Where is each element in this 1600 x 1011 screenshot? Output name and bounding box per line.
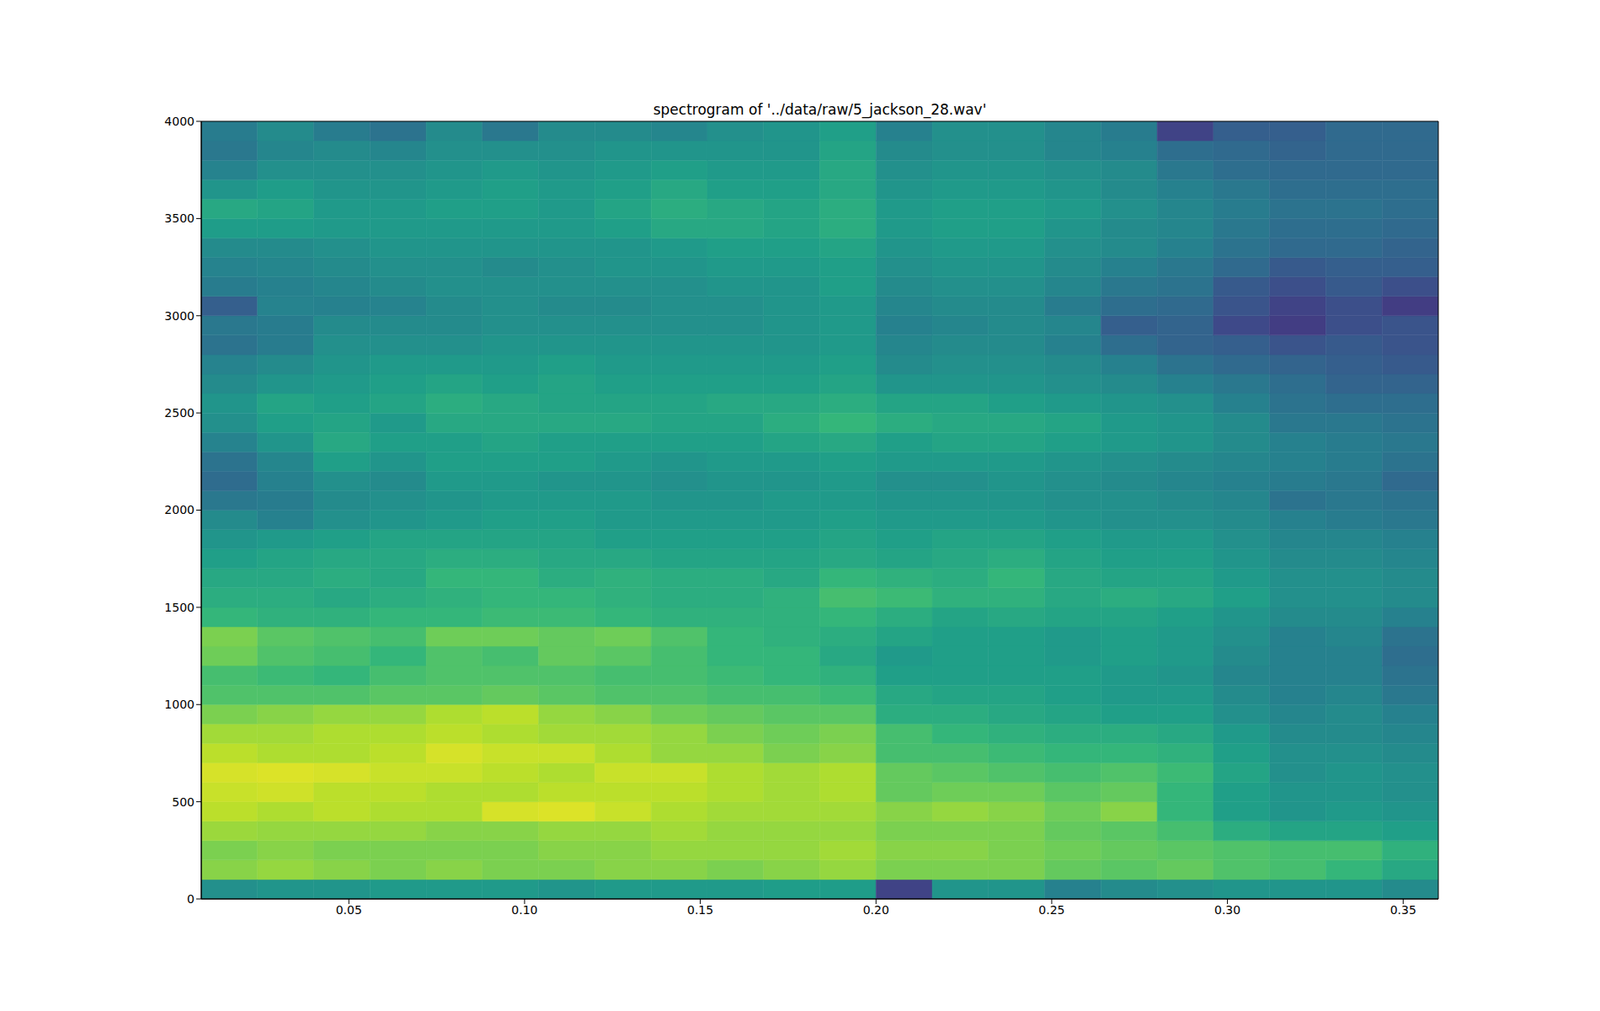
svg-text:0: 0 <box>186 891 195 906</box>
html-text:spectrogram of '../data/raw/5_: spectrogram of '../data/raw/5_jackson_28… <box>653 101 987 118</box>
svg-text:0.25: 0.25 <box>1038 902 1065 917</box>
svg-text:0.10: 0.10 <box>511 902 538 917</box>
svg-text:4000: 4000 <box>164 114 195 128</box>
svg-text:0.35: 0.35 <box>1390 902 1417 917</box>
svg-text:1500: 1500 <box>164 600 195 614</box>
svg-text:0.30: 0.30 <box>1214 902 1241 917</box>
svg-text:0.20: 0.20 <box>863 902 890 917</box>
svg-text:2000: 2000 <box>164 502 195 517</box>
svg-text:1000: 1000 <box>164 697 195 711</box>
svg-text:3500: 3500 <box>164 211 195 225</box>
svg-text:2500: 2500 <box>164 405 195 420</box>
svg-text:0.05: 0.05 <box>336 902 363 917</box>
svg-text:500: 500 <box>171 794 195 809</box>
svg-text:3000: 3000 <box>164 309 195 323</box>
svg-text:0.15: 0.15 <box>687 902 714 917</box>
